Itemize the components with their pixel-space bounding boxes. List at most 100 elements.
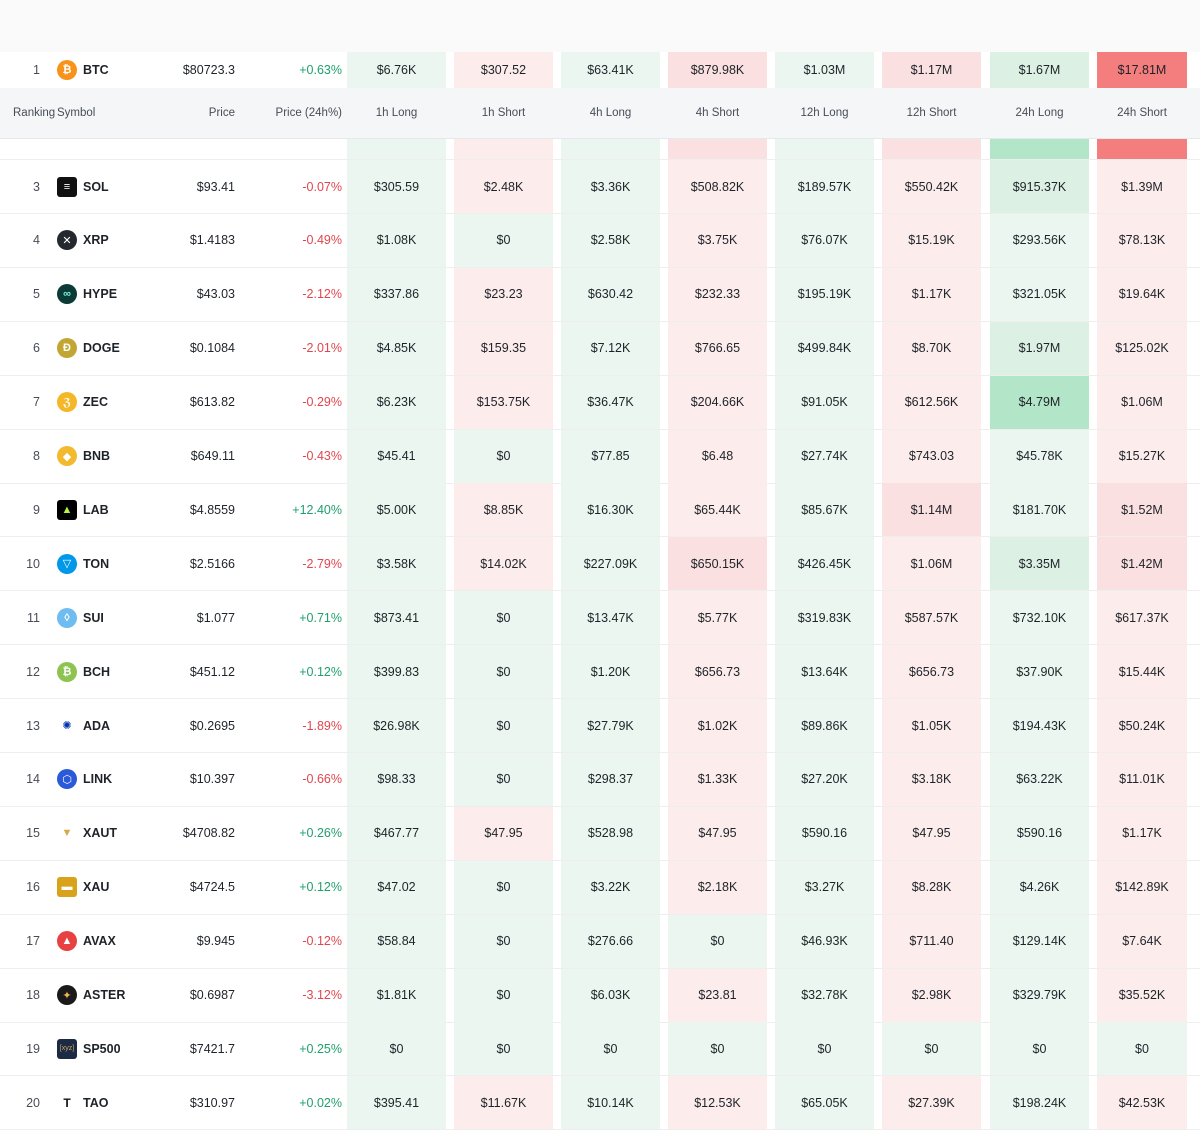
price-cell: $0.1084 [189, 341, 235, 356]
liquidation-value-cell: $27.74K [775, 429, 874, 483]
price-cell: $80723.3 [182, 63, 235, 77]
symbol-cell[interactable]: T TAO [57, 1076, 187, 1129]
table-row[interactable]: 20 T TAO $310.97 +0.02% $395.41 $11.67K $10.14K… [0, 1076, 1200, 1130]
liquidation-value-cell: $711.40 [882, 914, 981, 968]
liquidation-value-cell: $1.17K [882, 267, 981, 321]
table-row[interactable]: 9 ▲ LAB $4.8559 +12.40% $5.00K $8.85K $16.30K $6… [0, 483, 1200, 538]
price-change-cell: -0.49% [302, 233, 342, 248]
table-row[interactable]: 17 ▲ AVAX $9.945 -0.12% $58.84 $0 $276.66 $0 $46.… [0, 914, 1200, 969]
liquidation-value-cell: $37.90K [990, 645, 1089, 699]
table-row[interactable]: 10 ▽ TON $2.5166 -2.79% $3.58K $14.02K $227.09K… [0, 537, 1200, 592]
liquidation-value-cell: $17.81M [1097, 52, 1187, 88]
price-cell: $649.11 [190, 449, 235, 463]
xrp-icon: ✕ [57, 230, 77, 251]
symbol-cell[interactable]: ₿ BCH [57, 645, 187, 698]
liquidation-value-cell: $23.23 [454, 267, 553, 321]
table-row[interactable]: 13 ✺ ADA $0.2695 -1.89% $26.98K $0 $27.79K $1.02… [0, 699, 1200, 753]
symbol-cell[interactable]: ✺ ADA [57, 699, 187, 752]
symbol-cell[interactable]: ✕ XRP [57, 214, 187, 267]
rank-cell: 20 [26, 1095, 40, 1110]
liquidation-value-cell: $2.18K [668, 860, 767, 914]
liquidation-value-cell: $0 [454, 860, 553, 914]
table-row[interactable]: 6 Ð DOGE $0.1084 -2.01% $4.85K $159.35 $7.12K $7… [0, 321, 1200, 376]
column-header-24h-short[interactable]: 24h Short [1117, 107, 1167, 119]
table-row[interactable]: 7 ℨ ZEC $613.82 -0.29% $6.23K $153.75K $36.47K $… [0, 375, 1200, 430]
column-header-price-change[interactable]: Price (24h%) [275, 107, 342, 119]
liquidation-value-cell: $590.16 [990, 806, 1089, 860]
table-row[interactable]: 19 [xyz] SP500 $7421.7 +0.25% $0 $0 $0 $0 $0 $0 $0 $… [0, 1022, 1200, 1077]
table-row[interactable]: 5 ∞ HYPE $43.03 -2.12% $337.86 $23.23 $630.42 $2… [0, 267, 1200, 322]
column-header-24h-long[interactable]: 24h Long [1015, 107, 1064, 119]
liquidation-value-cell: $0 [454, 752, 553, 806]
liquidation-value-cell: $11.67K [454, 1076, 553, 1130]
table-row[interactable]: 15 ▼ XAUT $4708.82 +0.26% $467.77 $47.95 $528.9… [0, 806, 1200, 861]
symbol-cell[interactable]: ▬ XAU [57, 861, 187, 914]
symbol-label: ASTER [83, 988, 126, 1002]
column-header-1h-long[interactable]: 1h Long [375, 107, 418, 119]
table-row[interactable]: 14 ⬡ LINK $10.397 -0.66% $98.33 $0 $298.37 $1.33… [0, 752, 1200, 807]
liquidation-value-cell: $1.97M [990, 321, 1089, 375]
symbol-cell[interactable]: ℨ ZEC [57, 376, 187, 429]
symbol-cell[interactable]: Ð DOGE [57, 322, 187, 375]
symbol-cell[interactable]: ▼ XAUT [57, 807, 187, 860]
table-row[interactable]: 16 ▬ XAU $4724.5 +0.12% $47.02 $0 $3.22K $2.18K $… [0, 860, 1200, 915]
table-row[interactable]: 3 ≡ SOL $93.41 -0.07% $305.59 $2.48K $3.36K $508… [0, 160, 1200, 214]
table-header: Ranking Symbol Price Price (24h%) 1h Lon… [0, 88, 1200, 139]
column-header-price[interactable]: Price [208, 107, 235, 119]
symbol-cell[interactable]: ▲ AVAX [57, 915, 187, 968]
symbol-cell[interactable]: ◆ BNB [57, 430, 187, 483]
liquidation-value-cell: $46.93K [775, 914, 874, 968]
column-header-1h-short[interactable]: 1h Short [481, 107, 526, 119]
table-row[interactable]: 18 ✦ ASTER $0.6987 -3.12% $1.81K $0 $6.03K $23.8… [0, 968, 1200, 1023]
icon-label: T [63, 1095, 71, 1110]
symbol-cell[interactable]: ▽ TON [57, 537, 187, 590]
liquidation-value-cell: $27.79K [561, 699, 660, 752]
price-change-cell: -0.07% [302, 179, 342, 194]
symbol-label: BCH [83, 664, 111, 679]
liquidation-value-cell: $2.58K [561, 213, 660, 267]
liquidation-value-cell: $1.81K [347, 968, 446, 1022]
rank-cell: 6 [33, 341, 40, 356]
column-header-symbol[interactable]: Symbol [57, 107, 96, 119]
price-cell: $310.97 [189, 1095, 235, 1110]
table-row[interactable]: 12 ₿ BCH $451.12 +0.12% $399.83 $0 $1.20K $656.7… [0, 645, 1200, 700]
table-row[interactable]: 4 ✕ XRP $1.4183 -0.49% $1.08K $0 $2.58K $3.75K $7… [0, 213, 1200, 268]
table-row[interactable]: 11 ◊ SUI $1.077 +0.71% $873.41 $0 $13.47K $5.77K… [0, 591, 1200, 646]
symbol-cell[interactable]: ▲ LAB [57, 483, 187, 536]
liquidation-value-cell: $467.77 [347, 806, 446, 860]
column-header-4h-long[interactable]: 4h Long [589, 107, 632, 119]
liquidation-value-cell: $5.77K [668, 591, 767, 645]
liquidation-value-cell: $23.81 [668, 968, 767, 1022]
symbol-cell[interactable]: ⬡ LINK [57, 753, 187, 806]
table-row[interactable]: 8 ◆ BNB $649.11 -0.43% $45.41 $0 $77.85 $6.48 $27… [0, 429, 1200, 484]
symbol-cell[interactable]: ₿ BTC [57, 52, 187, 88]
table-row[interactable]: 1 ₿ BTC $80723.3 +0.63% $6.76K $307.52 $63.41K $… [0, 52, 1200, 88]
liquidation-value-cell: $766.65 [668, 321, 767, 375]
avalanche-icon: ▲ [57, 931, 77, 952]
liquidation-value-cell: $329.79K [990, 968, 1089, 1022]
column-header-ranking[interactable]: Ranking [13, 107, 56, 119]
symbol-cell[interactable]: ◊ SUI [57, 591, 187, 644]
symbol-cell[interactable]: ✦ ASTER [57, 969, 187, 1022]
liquidation-value-cell: $13.64K [775, 645, 874, 699]
column-header-12h-long[interactable]: 12h Long [800, 107, 849, 119]
liquidation-value-cell: $0 [454, 914, 553, 968]
symbol-cell[interactable]: ∞ HYPE [57, 268, 187, 321]
liquidation-value-cell: $0 [668, 914, 767, 968]
column-header-12h-short[interactable]: 12h Short [906, 107, 957, 119]
liquidation-value-cell: $298.37 [561, 752, 660, 806]
liquidation-value-cell: $195.19K [775, 267, 874, 321]
symbol-cell[interactable]: [xyz] SP500 [57, 1022, 187, 1075]
liquidation-value-cell: $4.85K [347, 321, 446, 375]
top-bar [0, 0, 1200, 52]
liquidation-value-cell: $395.41 [347, 1076, 446, 1130]
liquidation-value-cell: $3.75K [668, 213, 767, 267]
symbol-cell[interactable]: ≡ SOL [57, 160, 187, 213]
column-header-4h-short[interactable]: 4h Short [695, 107, 740, 119]
liquidation-value-cell: $63.41K [561, 52, 660, 88]
price-change-cell: -1.89% [302, 718, 342, 733]
rank-cell: 12 [26, 664, 40, 679]
liquidation-value-cell: $508.82K [668, 160, 767, 213]
liquidation-value-cell: $2.98K [882, 968, 981, 1022]
liquidation-value-cell: $15.19K [882, 213, 981, 267]
